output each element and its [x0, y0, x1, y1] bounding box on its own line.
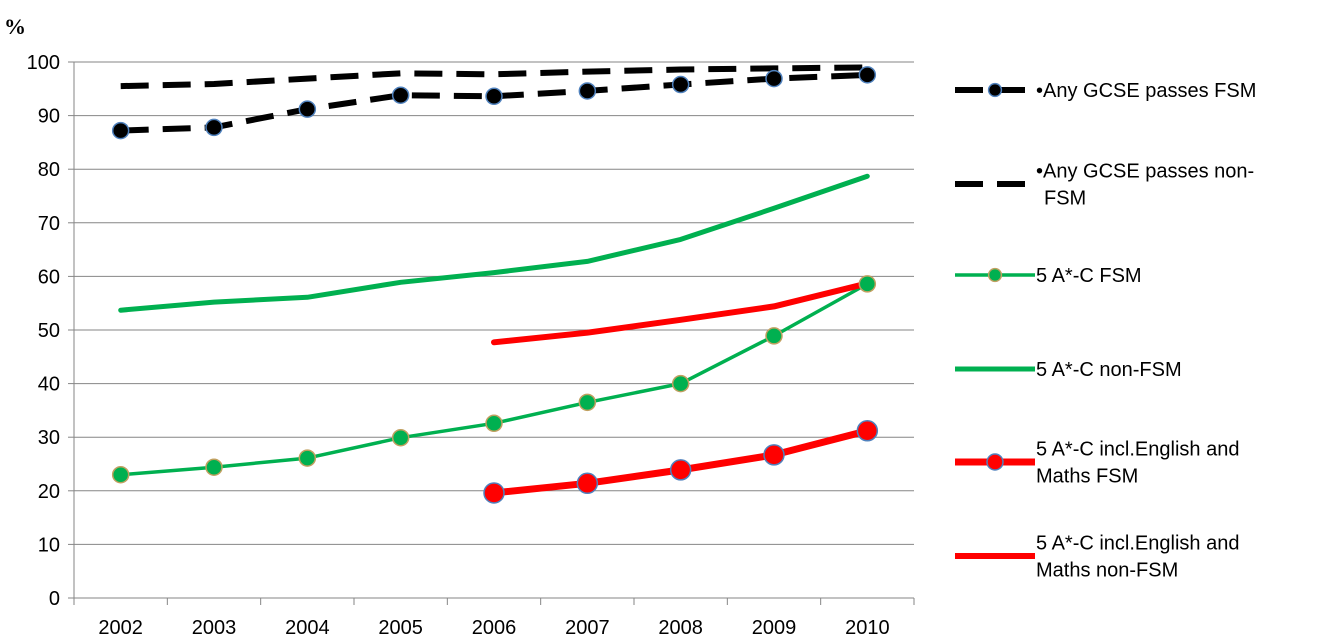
series-markers: [111, 66, 879, 504]
legend-label: 5 A*-C FSM: [1036, 265, 1142, 287]
data-point-marker: [483, 482, 505, 504]
data-point-marker: [765, 327, 783, 345]
data-point-marker: [298, 449, 317, 467]
data-point-marker: [111, 121, 130, 140]
legend-label-line: •Any GCSE passes non-: [1036, 161, 1254, 183]
data-point-marker: [485, 87, 503, 106]
x-tick-label: 2009: [752, 617, 797, 639]
data-point-marker: [391, 428, 410, 447]
y-tick-label: 0: [49, 588, 60, 610]
data-point-marker: [671, 75, 690, 94]
data-point-marker: [391, 86, 410, 104]
legend-label-line: Maths non-FSM: [1036, 560, 1178, 582]
series-line-3: [118, 282, 870, 477]
legend-swatch-marker: [987, 82, 1003, 98]
legend: •Any GCSE passes FSM •Any GCSE passes non…: [955, 80, 1256, 582]
x-tick-label: 2005: [378, 617, 423, 639]
legend-label-line: 5 A*-C incl.English and: [1036, 533, 1239, 555]
axes: 0 10 20 30 40 50 60 70 80 90 100 2002 2003 2004 2005 20…: [27, 52, 915, 639]
data-point-marker: [578, 82, 597, 100]
legend-swatch-marker: [986, 453, 1004, 471]
y-tick-label: 100: [27, 52, 60, 74]
y-tick-label: 10: [38, 534, 60, 556]
data-point-marker: [765, 69, 783, 88]
legend-label: •Any GCSE passes FSM: [1036, 80, 1256, 102]
x-tick-label: 2003: [192, 617, 237, 639]
x-tick-label: 2004: [285, 617, 330, 639]
y-tick-label: 70: [38, 213, 60, 235]
data-point-marker: [111, 465, 130, 484]
data-point-marker: [205, 118, 223, 137]
series-line-2: [120, 64, 868, 90]
gridlines: [74, 61, 914, 545]
y-tick-label: 40: [38, 374, 60, 396]
x-tick-label: 2008: [658, 617, 703, 639]
y-tick-label: 80: [38, 159, 60, 181]
y-tick-label: 20: [38, 481, 60, 503]
data-point-marker: [485, 414, 503, 433]
legend-label-line: 5 A*-C FSM: [1036, 265, 1142, 287]
legend-label-line: 5 A*-C incl.English and: [1036, 439, 1239, 461]
legend-label-line: FSM: [1044, 188, 1086, 210]
data-point-marker: [858, 275, 877, 293]
legend-label: 5 A*-C non-FSM: [1036, 359, 1182, 381]
legend-label-line: Maths FSM: [1036, 466, 1138, 488]
x-tick-label: 2007: [565, 617, 610, 639]
data-point-marker: [858, 66, 877, 84]
data-point-marker: [669, 459, 692, 481]
y-tick-label: 30: [38, 427, 60, 449]
data-point-marker: [671, 374, 690, 393]
y-tick-label: 90: [38, 106, 60, 128]
data-point-marker: [576, 472, 599, 495]
legend-label: 5 A*-C incl.English and Maths FSM: [1036, 439, 1239, 488]
legend-label-line: 5 A*-C non-FSM: [1036, 359, 1182, 381]
series-line-4: [118, 173, 870, 313]
data-point-marker: [205, 458, 223, 476]
data-point-marker: [298, 100, 317, 118]
data-point-marker: [763, 444, 785, 466]
legend-label-line: •Any GCSE passes FSM: [1036, 80, 1256, 102]
y-tick-label: 50: [38, 320, 60, 342]
data-point-marker: [856, 420, 879, 442]
x-tick-label: 2006: [472, 617, 517, 639]
legend-label: •Any GCSE passes non- FSM: [1036, 161, 1254, 210]
x-tick-label: 2010: [845, 617, 890, 639]
data-point-marker: [578, 393, 597, 412]
y-tick-label: 60: [38, 266, 60, 288]
legend-label: 5 A*-C incl.English and Maths non-FSM: [1036, 533, 1239, 582]
legend-swatch-marker: [987, 267, 1003, 283]
y-axis-unit-label: %: [4, 14, 26, 39]
series-line-6: [491, 280, 871, 346]
x-tick-label: 2002: [98, 617, 143, 639]
